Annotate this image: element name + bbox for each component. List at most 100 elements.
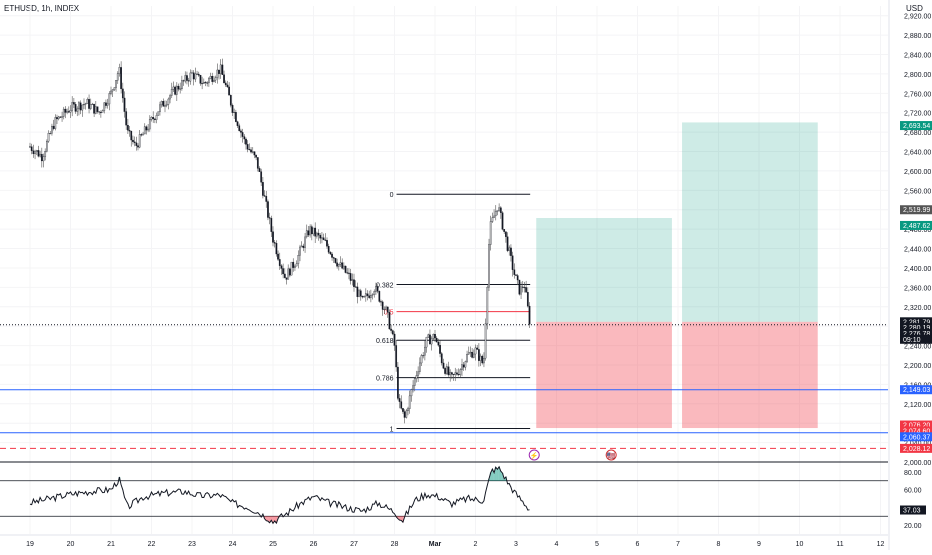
time-axis-label: 6 xyxy=(636,541,640,548)
candle-body xyxy=(447,366,450,376)
candle-body xyxy=(164,105,166,107)
candle-body xyxy=(223,74,225,84)
price-axis-tick: 2,360.00 xyxy=(904,285,931,292)
rsi-value-badge xyxy=(900,505,926,515)
candle-body xyxy=(417,371,419,376)
candle-body xyxy=(337,264,340,267)
candle-body xyxy=(206,82,209,84)
candle-body xyxy=(452,374,455,376)
candle-body xyxy=(304,236,306,248)
candle-body xyxy=(243,136,246,140)
candle-body xyxy=(523,287,526,289)
candle-body xyxy=(184,75,187,82)
position-target-zone[interactable] xyxy=(536,217,672,322)
price-badge xyxy=(900,323,932,333)
candle-body xyxy=(326,240,328,247)
candle-body xyxy=(145,126,148,131)
candle-body xyxy=(434,333,436,339)
candle-body xyxy=(309,226,311,236)
candle-body xyxy=(319,235,322,239)
candle-body xyxy=(454,372,457,375)
position-stop-zone[interactable] xyxy=(682,321,818,429)
candle-body xyxy=(67,111,70,113)
candle-body xyxy=(258,168,261,172)
candle-body xyxy=(393,333,396,346)
candle-body xyxy=(525,287,527,293)
candle-body xyxy=(191,72,193,74)
candle-body xyxy=(405,410,408,418)
candle-body xyxy=(174,86,176,95)
candle-body xyxy=(478,349,480,361)
price-badge xyxy=(900,432,932,442)
price-axis-tick: 2,200.00 xyxy=(904,363,931,370)
candle-body xyxy=(84,103,87,105)
candle-body xyxy=(69,110,72,113)
position-target-zone[interactable] xyxy=(682,122,818,322)
candle-body xyxy=(408,395,411,409)
candle-body xyxy=(432,333,435,339)
horizontal-lines[interactable] xyxy=(0,324,888,449)
lightning-event-icon-glyph: ⚡ xyxy=(530,451,539,460)
candle-body xyxy=(96,106,99,112)
position-tools[interactable] xyxy=(536,122,818,429)
candle-body xyxy=(348,272,350,274)
candle-body xyxy=(422,355,425,357)
candle-body xyxy=(106,103,109,106)
candle-body xyxy=(179,88,182,90)
candle-body xyxy=(182,80,185,82)
candle-body xyxy=(47,133,50,142)
candle-body xyxy=(402,408,404,412)
time-axis[interactable]: 19 20 21 22 23 24 25 26 27 28 Mar 2 3 4 5 6 7 8 9 10 11 12 xyxy=(0,534,888,548)
candle-body xyxy=(160,101,163,106)
price-axis-tick: 2,600.00 xyxy=(904,169,931,176)
candle-body xyxy=(148,119,151,130)
candle-body xyxy=(54,117,57,129)
candle-body xyxy=(332,257,335,259)
candle-body xyxy=(211,75,214,82)
candle-body xyxy=(363,296,365,298)
candle-body xyxy=(356,286,359,297)
candle-body xyxy=(186,75,188,81)
candle-body xyxy=(343,265,345,269)
candle-body xyxy=(98,111,101,113)
candle-body xyxy=(74,104,77,112)
candle-body xyxy=(388,312,391,330)
price-badge-label: 2,280.19 xyxy=(903,325,930,332)
price-badge-label: 09:10 xyxy=(903,337,921,344)
candle-body xyxy=(457,374,460,376)
candle-body xyxy=(381,301,384,310)
candle-body xyxy=(515,274,517,276)
candle-body xyxy=(218,69,220,74)
time-axis-label: 3 xyxy=(514,541,518,548)
position-stop-zone[interactable] xyxy=(536,321,672,429)
candle-body xyxy=(192,72,195,80)
candle-body xyxy=(256,157,259,169)
candle-body xyxy=(52,125,55,129)
event-markers[interactable]: ⚡ 🇺🇸 xyxy=(528,449,617,461)
candle-body xyxy=(110,90,112,94)
candle-body xyxy=(236,121,239,126)
candle-body xyxy=(194,73,197,80)
candle-body xyxy=(253,151,256,156)
fib-level-label: 0 xyxy=(390,192,394,199)
candle-body xyxy=(493,215,495,218)
candle-body xyxy=(221,64,224,75)
us-flag-event-icon[interactable] xyxy=(605,449,617,461)
time-axis-label: 9 xyxy=(757,541,761,548)
candle-body xyxy=(380,301,382,303)
time-axis-label: 24 xyxy=(229,541,237,548)
candle-body xyxy=(245,138,247,145)
candle-body xyxy=(316,232,318,237)
lightning-event-icon[interactable] xyxy=(528,449,540,461)
candle-body xyxy=(81,104,84,111)
candle-body xyxy=(121,88,124,99)
time-axis-label: 22 xyxy=(148,541,156,548)
candle-body xyxy=(265,196,268,202)
candle-body xyxy=(339,262,342,265)
price-badge xyxy=(900,385,932,395)
candle-body xyxy=(420,355,423,364)
price-badge-label: 2,519.99 xyxy=(903,207,930,214)
price-badge xyxy=(900,328,932,338)
